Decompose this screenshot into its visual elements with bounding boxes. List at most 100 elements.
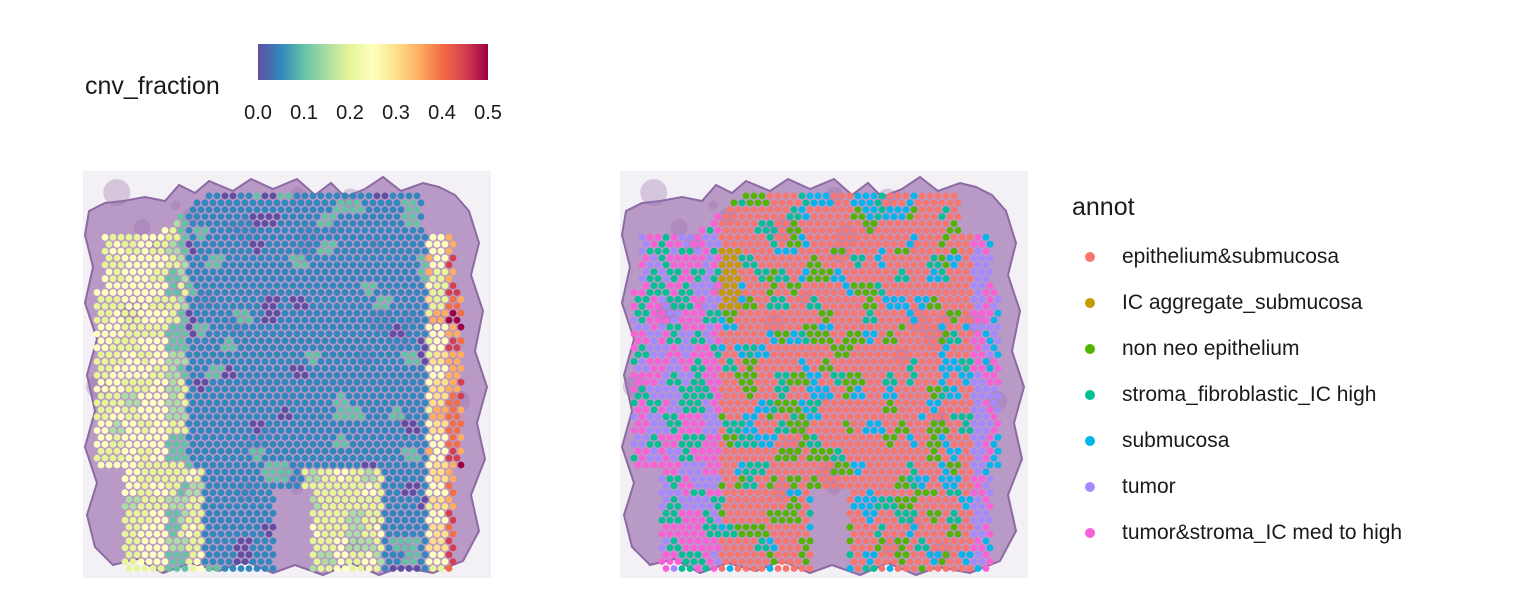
cnv-spot	[421, 509, 429, 517]
annot-spot	[930, 323, 938, 331]
cnv-spot	[285, 261, 293, 269]
annot-spot	[734, 233, 742, 241]
cnv-spot	[165, 413, 173, 421]
cnv-spot	[157, 427, 165, 434]
cnv-spot	[417, 240, 425, 248]
cnv-spot	[293, 330, 301, 338]
cnv-spot	[417, 378, 425, 386]
annot-spot	[674, 337, 682, 345]
annot-spot	[818, 199, 826, 207]
cnv-spot	[333, 537, 341, 545]
cnv-spot	[129, 392, 137, 400]
cnv-spot	[433, 503, 441, 510]
annot-spot	[634, 378, 642, 386]
annot-spot	[894, 551, 902, 559]
annot-spot	[666, 489, 674, 496]
annot-spot	[910, 413, 918, 421]
annot-spot	[770, 268, 778, 276]
cnv-spot	[285, 468, 293, 476]
cnv-spot	[97, 434, 105, 441]
annot-spot	[674, 544, 682, 552]
cnv-spot	[361, 227, 369, 234]
annot-spot	[798, 206, 806, 214]
annot-spot	[714, 544, 722, 552]
annot-spot	[782, 509, 790, 517]
cnv-spot	[125, 316, 133, 324]
cnv-spot	[325, 427, 333, 434]
cnv-spot	[93, 399, 101, 407]
cnv-spot	[221, 302, 229, 310]
annot-spot	[806, 220, 814, 227]
cnv-spot	[97, 378, 105, 386]
cnv-spot	[381, 302, 389, 310]
cnv-spot	[365, 247, 373, 255]
cnv-spot	[277, 247, 285, 255]
annot-spot	[898, 337, 906, 345]
annot-spot	[650, 392, 658, 400]
cnv-spot	[349, 496, 357, 503]
annot-spot	[818, 282, 826, 289]
cnv-spot	[241, 351, 249, 358]
cnv-spot	[217, 337, 225, 345]
annot-spot	[850, 558, 858, 565]
cnv-spot	[245, 537, 253, 545]
cnv-spot	[273, 268, 281, 276]
annot-spot	[810, 406, 818, 414]
cnv-spot	[257, 227, 265, 234]
annot-spot	[934, 385, 942, 393]
cnv-spot	[361, 268, 369, 276]
annot-spot	[738, 227, 746, 234]
annot-spot	[686, 233, 694, 241]
annot-spot	[822, 247, 830, 255]
cnv-spot	[153, 240, 161, 248]
annot-spot	[830, 275, 838, 283]
cnv-spot	[269, 385, 277, 393]
cnv-spot	[109, 233, 117, 241]
annot-spot	[754, 420, 762, 427]
cnv-spot	[233, 254, 241, 262]
annot-spot	[894, 289, 902, 296]
cnv-spot	[165, 523, 173, 531]
annot-spot	[694, 371, 702, 379]
cnv-spot	[405, 482, 413, 490]
annot-spot	[686, 275, 694, 283]
cnv-spot	[317, 427, 325, 434]
cnv-spot	[349, 440, 357, 448]
annot-spot	[870, 275, 878, 283]
annot-spot	[746, 392, 754, 400]
cnv-spot	[349, 537, 357, 545]
annot-spot	[790, 565, 798, 572]
cnv-spot	[197, 289, 205, 296]
colorbar-tick-label: 0.3	[382, 102, 410, 124]
annot-spot	[950, 220, 958, 227]
cnv-spot	[177, 309, 185, 317]
annot-spot	[662, 427, 670, 434]
cnv-spot	[149, 399, 157, 407]
annot-spot	[838, 482, 846, 490]
annot-spot	[790, 440, 798, 448]
annot-spot	[914, 199, 922, 207]
annot-spot	[686, 523, 694, 531]
annot-spot	[890, 503, 898, 510]
cnv-spot	[441, 530, 449, 538]
annot-spot	[698, 282, 706, 289]
annot-spot	[794, 516, 802, 524]
annot-spot	[706, 378, 714, 386]
annot-spot	[914, 503, 922, 510]
cnv-spot	[281, 365, 289, 372]
cnv-spot	[161, 296, 169, 303]
cnv-spot	[161, 378, 169, 386]
cnv-spot	[105, 323, 113, 331]
cnv-spot	[189, 523, 197, 531]
annot-spot	[750, 385, 758, 393]
cnv-spot	[293, 482, 301, 490]
annot-spot	[842, 296, 850, 303]
annot-spot	[854, 247, 862, 255]
annot-spot	[750, 565, 758, 572]
annot-spot	[818, 447, 826, 455]
annot-spot	[954, 309, 962, 317]
cnv-spot	[121, 516, 129, 524]
annot-spot	[826, 475, 834, 483]
cnv-spot	[357, 261, 365, 269]
cnv-spot	[189, 565, 197, 572]
